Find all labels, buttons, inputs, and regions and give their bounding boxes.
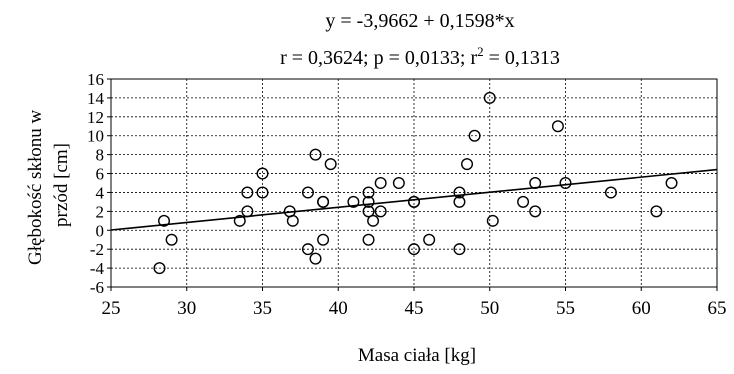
data-point bbox=[453, 186, 466, 199]
x-tick-label: 45 bbox=[405, 298, 424, 319]
x-tick-label: 25 bbox=[102, 298, 121, 319]
data-point bbox=[461, 158, 474, 171]
y-tick-label: 6 bbox=[96, 165, 105, 184]
data-point bbox=[362, 233, 375, 246]
data-point bbox=[317, 233, 330, 246]
data-point bbox=[309, 148, 322, 161]
chart-title: y = -3,9662 + 0,1598*x bbox=[325, 10, 514, 32]
y-tick-label: 16 bbox=[87, 70, 104, 89]
data-point bbox=[374, 176, 387, 189]
data-point bbox=[241, 205, 254, 218]
y-tick-label: 14 bbox=[87, 89, 105, 108]
y-tick-label: 10 bbox=[87, 127, 104, 146]
data-point bbox=[529, 176, 542, 189]
data-point bbox=[604, 186, 617, 199]
data-point bbox=[517, 195, 530, 208]
data-point bbox=[468, 129, 481, 142]
data-point bbox=[650, 205, 663, 218]
data-point bbox=[408, 243, 421, 256]
y-axis-title-line-2: przód [cm] bbox=[51, 143, 72, 227]
x-tick-label: 55 bbox=[556, 298, 575, 319]
x-tick-label: 30 bbox=[177, 298, 196, 319]
data-point bbox=[408, 195, 421, 208]
r-squared-superscript: 2 bbox=[477, 44, 484, 59]
y-tick-label: 2 bbox=[96, 202, 105, 221]
data-point bbox=[324, 158, 337, 171]
data-point bbox=[374, 205, 387, 218]
x-tick-label: 60 bbox=[632, 298, 651, 319]
data-point bbox=[233, 214, 246, 227]
data-points bbox=[153, 91, 678, 275]
data-point bbox=[483, 91, 496, 104]
y-axis-title: Głębokość skłonu w przód [cm] bbox=[25, 105, 72, 265]
data-point bbox=[286, 214, 299, 227]
data-point bbox=[367, 214, 380, 227]
data-point bbox=[665, 176, 678, 189]
x-axis-title: Masa ciała [kg] bbox=[358, 345, 476, 366]
x-tick-label: 50 bbox=[480, 298, 499, 319]
data-point bbox=[309, 252, 322, 265]
data-point bbox=[362, 195, 375, 208]
x-axis-ticks: 25 30 35 40 45 50 55 60 65 bbox=[102, 287, 727, 319]
grid bbox=[111, 79, 717, 287]
regression-line bbox=[110, 168, 718, 231]
x-tick-label: 65 bbox=[708, 298, 727, 319]
data-point bbox=[551, 120, 564, 133]
data-point bbox=[158, 214, 171, 227]
x-tick-label: 35 bbox=[253, 298, 272, 319]
y-tick-label: -2 bbox=[90, 240, 104, 259]
data-point bbox=[362, 205, 375, 218]
data-point bbox=[453, 243, 466, 256]
data-point bbox=[392, 176, 405, 189]
data-point bbox=[165, 233, 178, 246]
data-point bbox=[256, 167, 269, 180]
data-point bbox=[486, 214, 499, 227]
y-tick-label: 12 bbox=[87, 108, 104, 127]
data-point bbox=[301, 243, 314, 256]
chart-subtitle: r = 0,3624; p = 0,0133; r2 = 0,1313 bbox=[280, 44, 560, 69]
regression-layer bbox=[110, 168, 718, 231]
data-point bbox=[559, 176, 572, 189]
data-point bbox=[301, 186, 314, 199]
data-point bbox=[256, 186, 269, 199]
data-point bbox=[317, 195, 330, 208]
x-tick-label: 40 bbox=[329, 298, 348, 319]
data-point bbox=[423, 233, 436, 246]
data-point bbox=[529, 205, 542, 218]
y-tick-label: -4 bbox=[90, 259, 105, 278]
data-point bbox=[347, 195, 360, 208]
y-tick-label: 0 bbox=[96, 221, 105, 240]
data-point bbox=[241, 186, 254, 199]
y-tick-label: -6 bbox=[90, 278, 104, 297]
y-axis-title-line-1: Głębokość skłonu w bbox=[25, 110, 46, 265]
data-point bbox=[362, 186, 375, 199]
data-point bbox=[453, 195, 466, 208]
data-point bbox=[153, 262, 166, 275]
y-tick-label: 4 bbox=[96, 183, 105, 202]
y-tick-label: 8 bbox=[96, 146, 105, 165]
